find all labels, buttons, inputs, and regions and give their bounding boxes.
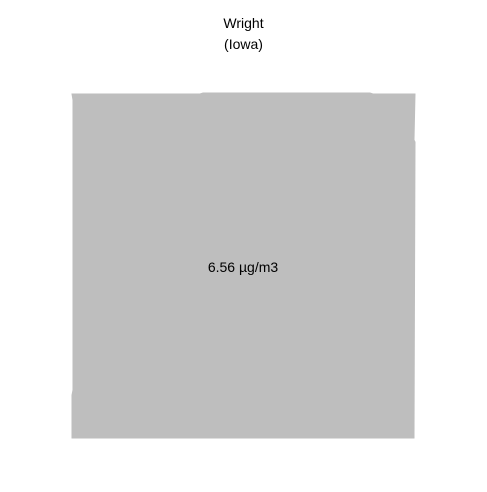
county-name: Wright	[223, 15, 264, 31]
state-name: (Iowa)	[224, 36, 263, 52]
map-title: Wright (Iowa)	[0, 13, 487, 55]
concentration-value: 6.56 µg/m3	[207, 259, 279, 275]
county-shape	[71, 92, 416, 439]
